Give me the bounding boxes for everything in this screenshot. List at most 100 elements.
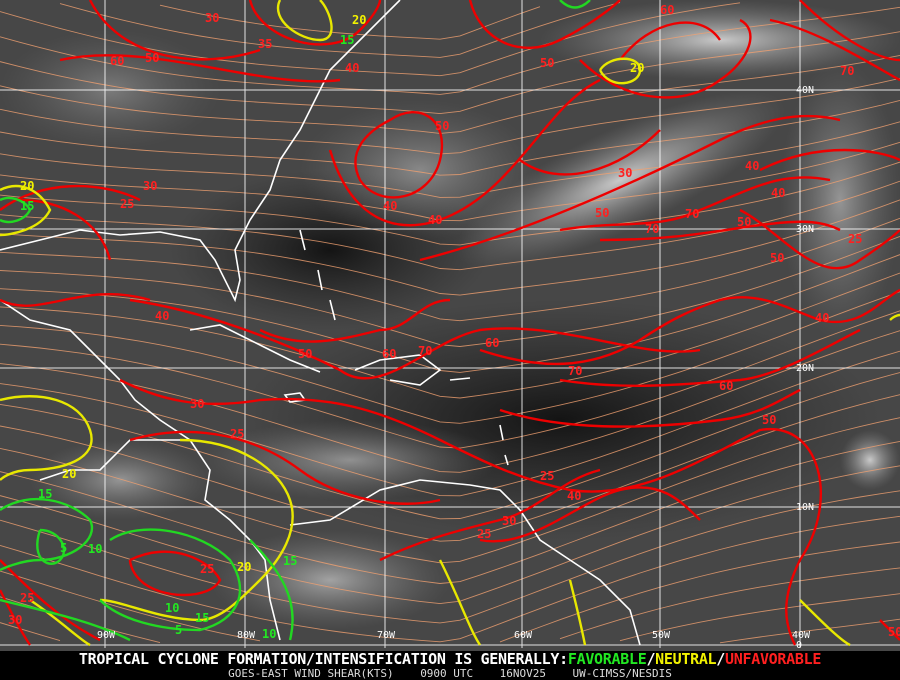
contour-value-label: 70 [568,364,582,378]
streamline [719,618,900,644]
contour-value-label: 50 [595,206,609,220]
latitude-label: 20N [796,363,814,374]
contour-value-label: 60 [382,347,396,361]
contour-value-label: 60 [719,379,733,393]
streamline [0,330,900,473]
streamline [159,4,541,40]
streamline [0,310,900,449]
contour-value-label: 40 [345,61,359,75]
streamline [0,235,900,347]
shear-contours [0,0,900,647]
contour-value-label: 50 [888,625,900,639]
longitude-label: 60W [514,630,533,641]
contour-value-label: 15 [38,487,52,501]
streamline [0,372,900,520]
contour-value-label: 25 [120,197,134,211]
contour-value-label: 50 [770,251,784,265]
longitude-label: 90W [97,630,116,641]
contour-value-label: 40 [155,309,169,323]
streamline [0,417,900,564]
streamline [0,593,900,642]
streamline [0,217,900,322]
grid-labels: 90W 80W 70W 60W 50W 40W 40N 30N 20N 10N 0 [97,85,814,651]
legend-separator: / [646,650,656,668]
streamline [0,77,900,155]
contour-value-label: 30 [502,514,516,528]
contour-value-label: 25 [20,591,34,605]
streamline [0,515,900,643]
contour-value-label: 25 [848,232,862,246]
streamline [0,465,900,605]
contour-value-label: 25 [200,562,214,576]
contour-value-label: 30 [618,166,632,180]
longitude-label: 40W [792,630,811,641]
contour-value-label: 50 [435,119,449,133]
contour-value-label: 40 [815,311,829,325]
contour-value-label: 30 [8,613,22,627]
streamline [0,2,741,77]
longitude-label: 50W [652,630,671,641]
contour-value-label: 50 [737,215,751,229]
data-source: UW-CIMSS/NESDIS [572,667,672,680]
contour-value-label: 10 [88,542,102,556]
streamline [0,161,900,246]
streamline [0,141,900,222]
contour-value-label: 5 [175,623,182,637]
contour-value-label: 30 [205,11,219,25]
contour-value-label: 40 [771,186,785,200]
streamline [0,272,900,399]
contour-value-label: 25 [477,527,491,541]
contour-labels: 30 20 15 35 40 60 70 60 50 20 50 50 30 20 15 30 25 40 40 50… [8,3,900,641]
contour-value-label: 35 [258,37,272,51]
contour-value-label: 15 [20,199,34,213]
contour-value-label: 20 [630,61,644,75]
streamline [0,121,900,198]
contour-value-label: 50 [298,347,312,361]
contour-value-label: 70 [645,222,659,236]
contour-value-label: 5 [60,541,67,555]
legend-separator: / [716,650,726,668]
contour-value-label: 25 [230,427,244,441]
streamline [0,254,900,373]
contour-value-label: 60 [485,336,499,350]
latitude-label: 0 [796,640,802,651]
contour-value-label: 15 [340,33,354,47]
contour-value-label: 60 [110,54,124,68]
contour-value-label: 70 [685,207,699,221]
contour-value-label: 60 [660,3,674,17]
contour-value-label: 70 [418,344,432,358]
streamline [0,291,900,424]
contour-value-label: 30 [143,179,157,193]
streamline [0,99,900,176]
contour-value-label: 20 [20,179,34,193]
contour-value-label: 40 [745,159,759,173]
streamline [0,394,900,542]
contour-value-label: 10 [262,627,276,641]
legend-neutral: NEUTRAL [655,650,717,668]
latitude-label: 30N [796,224,814,235]
contour-value-label: 15 [283,554,297,568]
contour-value-label: 20 [352,13,366,27]
contour-value-label: 40 [567,489,581,503]
contour-value-label: 30 [190,397,204,411]
contour-value-label: 50 [145,51,159,65]
contour-value-label: 70 [840,64,854,78]
contour-value-label: 50 [762,413,776,427]
lat-lon-grid [0,0,900,648]
product-name: GOES-EAST WIND SHEAR(KTS) [228,667,394,680]
contour-value-label: 40 [383,199,397,213]
favorability-legend: TROPICAL CYCLONE FORMATION/INTENSIFICATI… [0,651,900,667]
streamline [0,541,900,643]
latitude-label: 10N [796,502,814,513]
contour-value-label: 20 [237,560,251,574]
valid-date: 16NOV25 [499,667,547,680]
contour-value-label: 40 [428,213,442,227]
contour-value-label: 15 [195,611,209,625]
streamline [0,6,900,95]
longitude-label: 70W [377,630,396,641]
streamline [0,490,900,624]
streamline [59,2,621,58]
product-info: GOES-EAST WIND SHEAR(KTS) 0900 UTC 16NOV… [0,667,900,680]
streamline [0,31,900,115]
